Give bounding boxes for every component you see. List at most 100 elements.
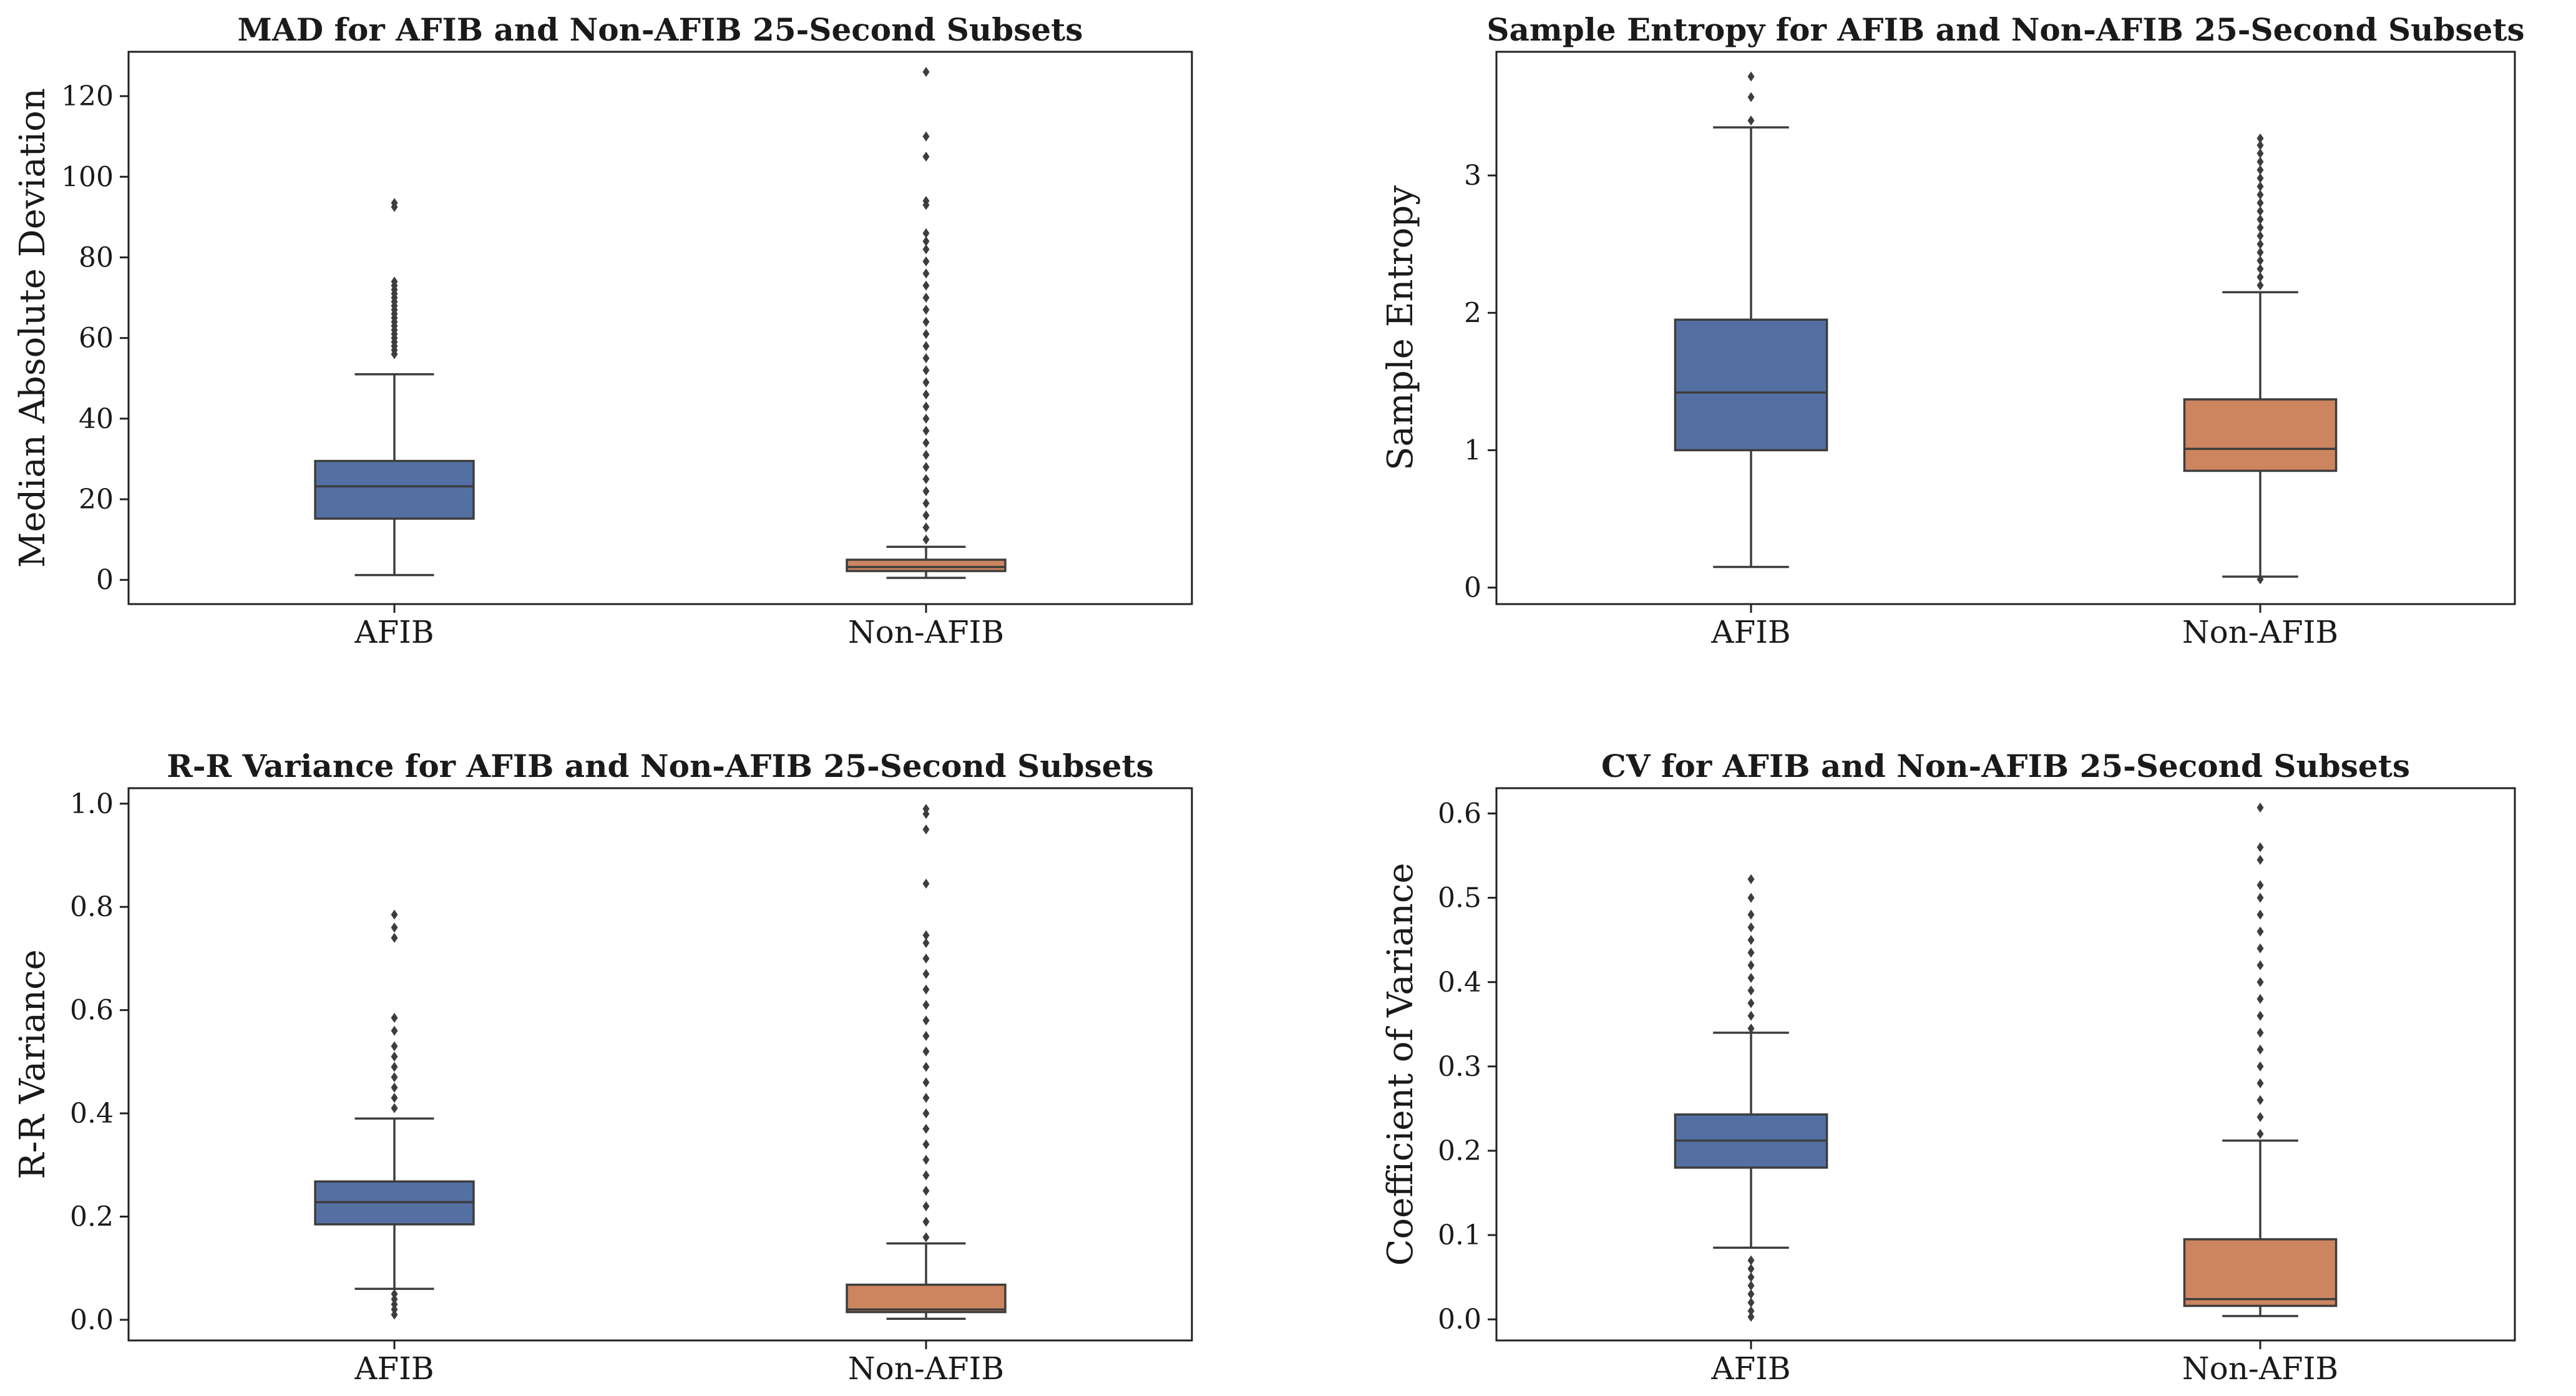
outlier-point-non-afib bbox=[922, 401, 930, 412]
outlier-point-non-afib bbox=[922, 365, 930, 376]
outlier-point-non-afib bbox=[2256, 909, 2264, 920]
outlier-point-afib bbox=[391, 1072, 398, 1083]
outlier-point-afib bbox=[391, 1309, 398, 1320]
outlier-point-non-afib bbox=[2256, 157, 2264, 167]
x-tick-label-afib: AFIB bbox=[1710, 614, 1790, 650]
y-axis-label: Sample Entropy bbox=[1380, 185, 1421, 471]
outlier-point-non-afib bbox=[922, 522, 930, 533]
outlier-point-non-afib bbox=[922, 510, 930, 520]
outlier-point-afib bbox=[1747, 935, 1755, 945]
outlier-point-non-afib bbox=[2256, 943, 2264, 954]
outlier-point-non-afib bbox=[2256, 1111, 2264, 1122]
outlier-point-non-afib bbox=[2256, 842, 2264, 852]
y-tick-label: 0.4 bbox=[1438, 967, 1481, 998]
outlier-point-afib bbox=[391, 922, 398, 933]
outlier-point-non-afib bbox=[922, 1015, 930, 1026]
outlier-point-afib bbox=[391, 932, 398, 943]
outlier-point-non-afib bbox=[2256, 1027, 2264, 1038]
outlier-point-afib bbox=[391, 1299, 398, 1310]
box-afib bbox=[1674, 318, 1828, 452]
plot-frame bbox=[1495, 787, 2516, 1342]
outlier-point-non-afib bbox=[2256, 892, 2264, 903]
outlier-point-non-afib bbox=[922, 969, 930, 979]
outlier-point-afib bbox=[391, 1062, 398, 1072]
plot-frame bbox=[127, 787, 1193, 1342]
outlier-point-non-afib bbox=[922, 879, 930, 889]
outlier-point-non-afib bbox=[922, 809, 930, 819]
y-axis-label: Median Absolute Deviation bbox=[12, 88, 53, 568]
outlier-point-non-afib bbox=[922, 486, 930, 497]
outlier-point-non-afib bbox=[2256, 263, 2264, 274]
outlier-point-non-afib bbox=[2256, 926, 2264, 937]
y-tick-label: 0.6 bbox=[70, 995, 114, 1027]
outlier-point-afib bbox=[1747, 1264, 1755, 1274]
y-tick-label: 0.2 bbox=[70, 1201, 114, 1232]
outlier-point-afib bbox=[1747, 1023, 1755, 1034]
outlier-point-non-afib bbox=[2256, 1078, 2264, 1088]
outlier-point-non-afib bbox=[2256, 239, 2264, 250]
outlier-point-non-afib bbox=[922, 437, 930, 448]
outlier-point-non-afib bbox=[922, 1139, 930, 1150]
y-tick-label: 40 bbox=[79, 403, 114, 435]
outlier-point-afib bbox=[391, 1013, 398, 1023]
y-tick-label: 0.3 bbox=[1438, 1051, 1481, 1083]
chart-title: Sample Entropy for AFIB and Non-AFIB 25-… bbox=[1486, 11, 2524, 48]
outlier-point-non-afib bbox=[2256, 222, 2264, 233]
y-tick-label: 0 bbox=[1464, 572, 1481, 604]
outlier-point-afib bbox=[1747, 1281, 1755, 1291]
outlier-point-non-afib bbox=[2256, 574, 2264, 585]
y-tick-label: 0.6 bbox=[1438, 798, 1481, 830]
x-tick-label-non-afib: Non-AFIB bbox=[2182, 614, 2338, 650]
box-non-afib bbox=[2183, 398, 2338, 472]
x-tick-label-non-afib: Non-AFIB bbox=[848, 614, 1004, 650]
outlier-point-non-afib bbox=[922, 1232, 930, 1242]
y-axis-label: Coefficient of Variance bbox=[1380, 863, 1421, 1266]
outlier-point-non-afib bbox=[922, 426, 930, 436]
outlier-point-afib bbox=[391, 1304, 398, 1315]
outlier-point-afib bbox=[1747, 892, 1755, 903]
outlier-point-afib bbox=[1747, 1255, 1755, 1266]
outlier-point-afib bbox=[1747, 71, 1755, 82]
y-tick-label: 20 bbox=[79, 484, 114, 515]
outlier-point-non-afib bbox=[2256, 280, 2264, 291]
box-non-afib bbox=[2183, 1238, 2338, 1307]
outlier-point-non-afib bbox=[922, 1186, 930, 1196]
outlier-point-afib bbox=[1747, 1297, 1755, 1308]
outlier-point-non-afib bbox=[2256, 173, 2264, 183]
outlier-point-afib bbox=[391, 276, 398, 287]
outlier-point-afib bbox=[391, 909, 398, 920]
outlier-point-afib bbox=[1747, 909, 1755, 920]
rr-variance-boxplot-panel: R-R Variance for AFIB and Non-AFIB 25-Se… bbox=[12, 748, 1193, 1387]
outlier-point-non-afib bbox=[2256, 1061, 2264, 1071]
outlier-point-non-afib bbox=[922, 341, 930, 351]
outlier-point-non-afib bbox=[922, 938, 930, 949]
outlier-point-afib bbox=[1747, 1272, 1755, 1282]
outlier-point-afib bbox=[1747, 973, 1755, 984]
outlier-point-afib bbox=[1747, 115, 1755, 126]
outlier-point-non-afib bbox=[922, 151, 930, 162]
outlier-point-non-afib bbox=[2256, 181, 2264, 192]
outlier-point-non-afib bbox=[2256, 1128, 2264, 1139]
y-tick-label: 0.2 bbox=[1438, 1135, 1481, 1167]
y-tick-label: 0.0 bbox=[70, 1304, 114, 1336]
outlier-point-afib bbox=[391, 1052, 398, 1062]
outlier-point-non-afib bbox=[922, 1031, 930, 1042]
outlier-point-non-afib bbox=[2256, 993, 2264, 1004]
outlier-point-non-afib bbox=[922, 1000, 930, 1010]
outlier-point-non-afib bbox=[922, 534, 930, 545]
y-tick-label: 2 bbox=[1464, 297, 1481, 329]
x-tick-label-non-afib: Non-AFIB bbox=[2182, 1350, 2338, 1387]
outlier-point-non-afib bbox=[2256, 803, 2264, 813]
y-tick-label: 0.5 bbox=[1438, 882, 1481, 914]
chart-title: CV for AFIB and Non-AFIB 25-Second Subse… bbox=[1601, 748, 2410, 784]
y-tick-label: 80 bbox=[79, 242, 114, 273]
outlier-point-non-afib bbox=[2256, 231, 2264, 241]
outlier-point-non-afib bbox=[922, 377, 930, 388]
outlier-point-non-afib bbox=[2256, 977, 2264, 987]
outlier-point-non-afib bbox=[2256, 206, 2264, 217]
outlier-point-afib bbox=[1747, 1312, 1755, 1322]
outlier-point-non-afib bbox=[2256, 1095, 2264, 1105]
y-tick-label: 1 bbox=[1464, 434, 1481, 466]
outlier-point-non-afib bbox=[922, 196, 930, 207]
plot-frame bbox=[1495, 51, 2516, 605]
